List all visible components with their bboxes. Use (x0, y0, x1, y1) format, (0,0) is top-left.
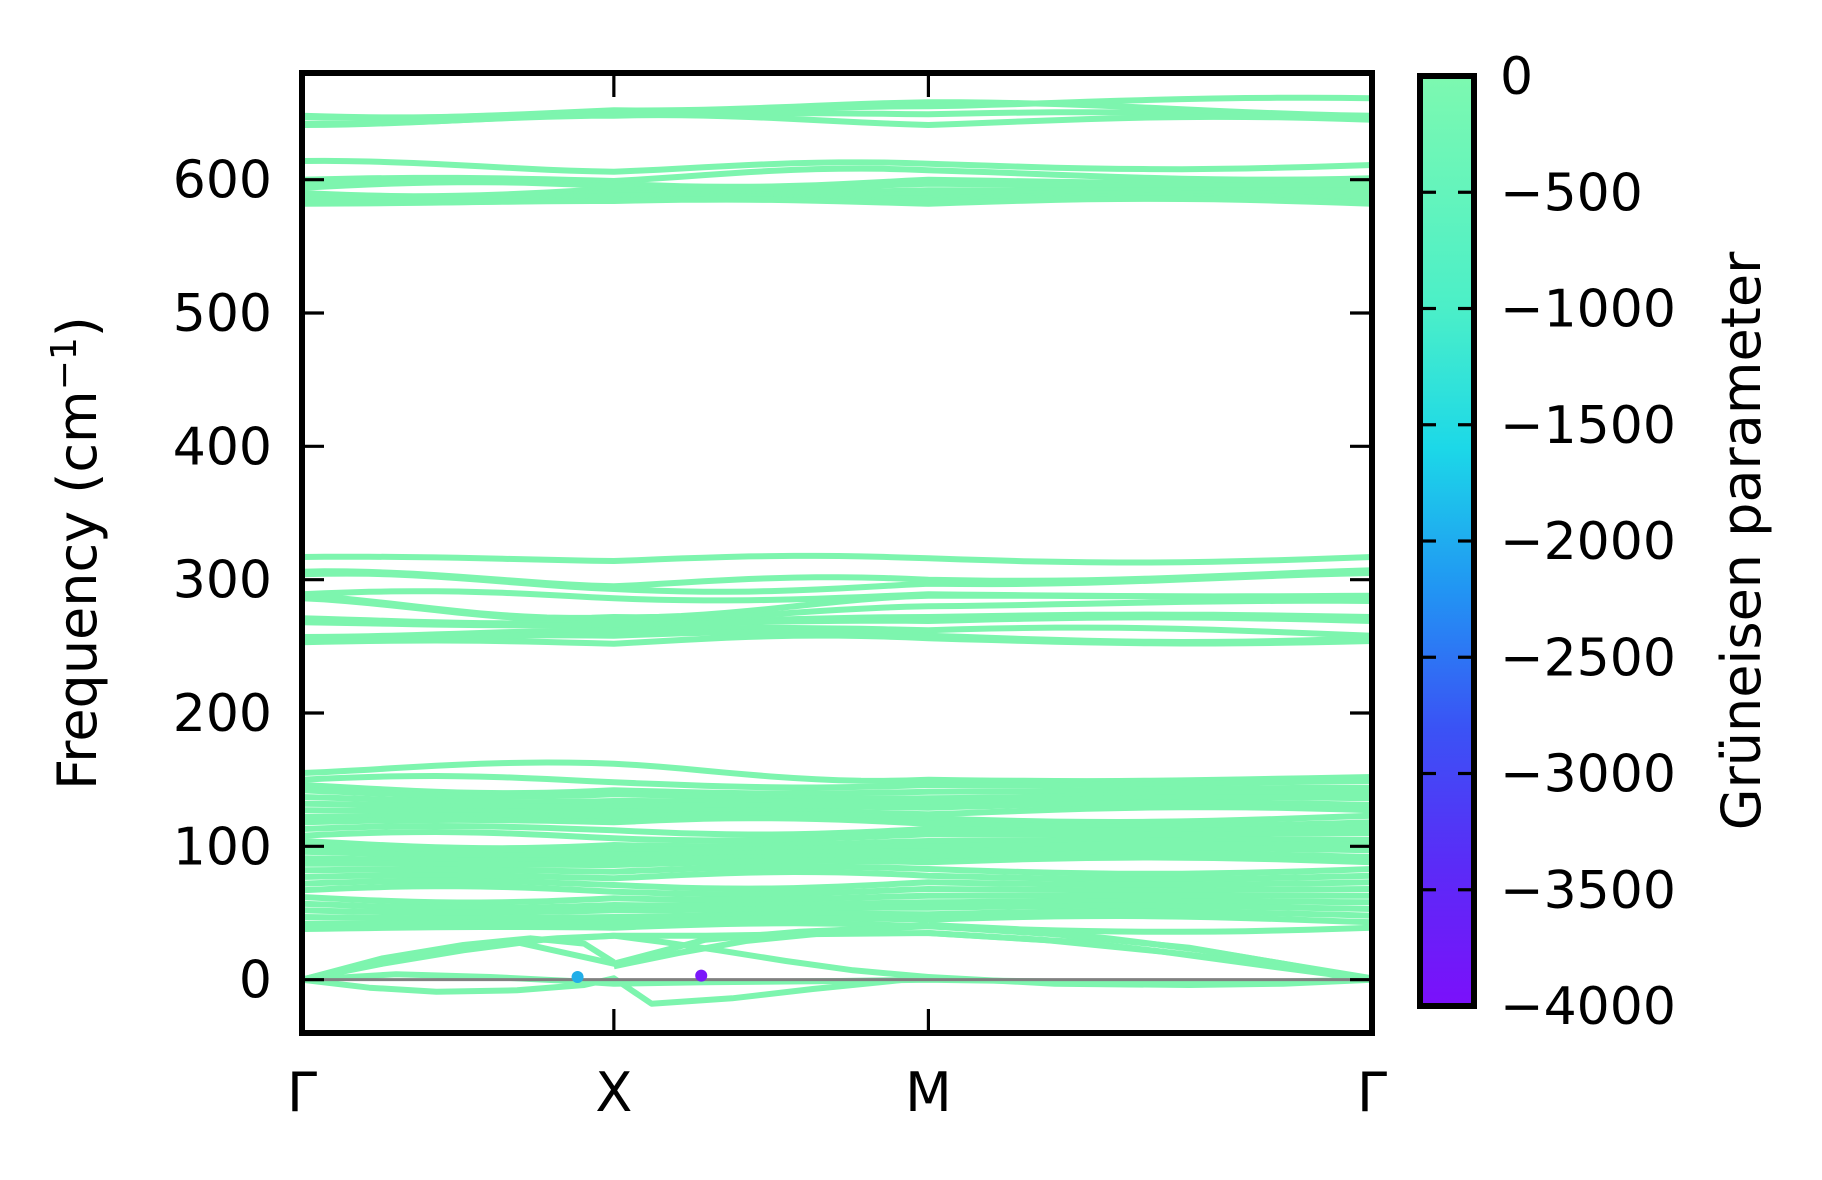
colorbar-tick-label-6: −3000 (1500, 745, 1676, 805)
band-line (302, 898, 1372, 911)
y-axis-label-exponent: −1 (44, 337, 85, 390)
colorbar-tick-label-1: −500 (1500, 163, 1643, 223)
colorbar-label: Grüneisen parameter (1710, 251, 1773, 830)
acoustic-band-line (613, 932, 929, 980)
band-line (302, 845, 1372, 859)
band-line (302, 614, 1372, 629)
band-line (302, 850, 1372, 864)
band-line (302, 570, 1372, 595)
y-tick-label-500: 500 (173, 284, 272, 344)
x-tick-label-2: M (905, 1061, 952, 1124)
anomaly-markers-layer (571, 969, 708, 983)
band-line (302, 892, 1372, 906)
band-line (302, 94, 1372, 121)
y-tick-label-0: 0 (239, 951, 272, 1011)
svg-text:Frequency (cm−1): Frequency (cm−1) (44, 316, 109, 790)
colorbar-tick-label-3: −1500 (1500, 396, 1676, 456)
y-tick-label-100: 100 (173, 817, 272, 877)
band-line (302, 913, 1372, 927)
band-line (302, 112, 1372, 128)
band-line (302, 179, 1372, 192)
band-line (302, 854, 1372, 868)
plot-frame (299, 70, 1375, 1036)
band-line (302, 908, 1372, 922)
x-tick-label-0: Γ (287, 1061, 317, 1124)
y-axis-ticks (302, 178, 1372, 982)
band-line (302, 759, 1372, 785)
band-line (302, 782, 1372, 797)
acoustic-band-line (928, 930, 1372, 983)
band-line (302, 595, 1372, 624)
y-axis-label-close: ) (46, 316, 109, 337)
band-line (302, 920, 1372, 935)
x-axis-ticks (300, 73, 1374, 1033)
band-line (302, 632, 1372, 647)
y-tick-label-300: 300 (173, 551, 272, 611)
band-line (302, 799, 1372, 811)
y-axis-label-base: Frequency (cm (46, 390, 109, 790)
band-line (302, 157, 1372, 175)
colorbar-tick-label-8: −4000 (1500, 977, 1676, 1037)
y-tick-label-400: 400 (173, 417, 272, 477)
colorbar-tick-label-5: −2500 (1500, 628, 1676, 688)
acoustic-band-line (302, 935, 616, 983)
band-line (302, 869, 1372, 883)
band-lines-layer (302, 94, 1372, 1007)
colorbar-tick-labels: 0 −500 −1000 −1500 −2000 −2500 −3000 −3500 −4000 (1500, 47, 1676, 1037)
band-line (302, 815, 1372, 830)
band-line (302, 787, 1372, 802)
band-line (302, 883, 1372, 898)
band-line (302, 836, 1372, 852)
x-tick-label-1: X (595, 1061, 632, 1124)
band-line (302, 877, 1372, 892)
x-tick-label-3: Γ (1357, 1061, 1387, 1124)
colorbar-tick-label-0: 0 (1500, 47, 1533, 107)
band-line (302, 804, 1372, 818)
band-line (302, 902, 1372, 916)
y-axis-label: Frequency (cm−1) (44, 316, 109, 790)
colorbar-ticks (1420, 190, 1474, 1008)
band-line (302, 829, 1372, 844)
band-line (302, 823, 1372, 838)
acoustic-band-line (928, 922, 1372, 982)
anomaly-marker-0 (571, 971, 584, 983)
anomaly-marker-1 (695, 969, 708, 982)
y-tick-label-600: 600 (173, 151, 272, 211)
colorbar-tick-label-7: −3500 (1500, 861, 1676, 921)
colorbar-tick-label-2: −1000 (1500, 280, 1676, 340)
band-line (302, 773, 1372, 791)
colorbar-tick-label-4: −2000 (1500, 512, 1676, 572)
band-line (302, 552, 1372, 566)
colorbar-label-text: Grüneisen parameter (1710, 251, 1773, 830)
acoustic-band-line (613, 922, 929, 970)
band-line (302, 841, 1372, 855)
y-tick-label-200: 200 (173, 684, 272, 744)
y-axis-tick-labels: 0 100 200 300 400 500 600 (173, 151, 272, 1011)
band-line (302, 195, 1372, 207)
band-line (302, 794, 1372, 806)
band-line (302, 863, 1372, 877)
band-line (302, 811, 1372, 825)
acoustic-band-line (302, 971, 1372, 987)
